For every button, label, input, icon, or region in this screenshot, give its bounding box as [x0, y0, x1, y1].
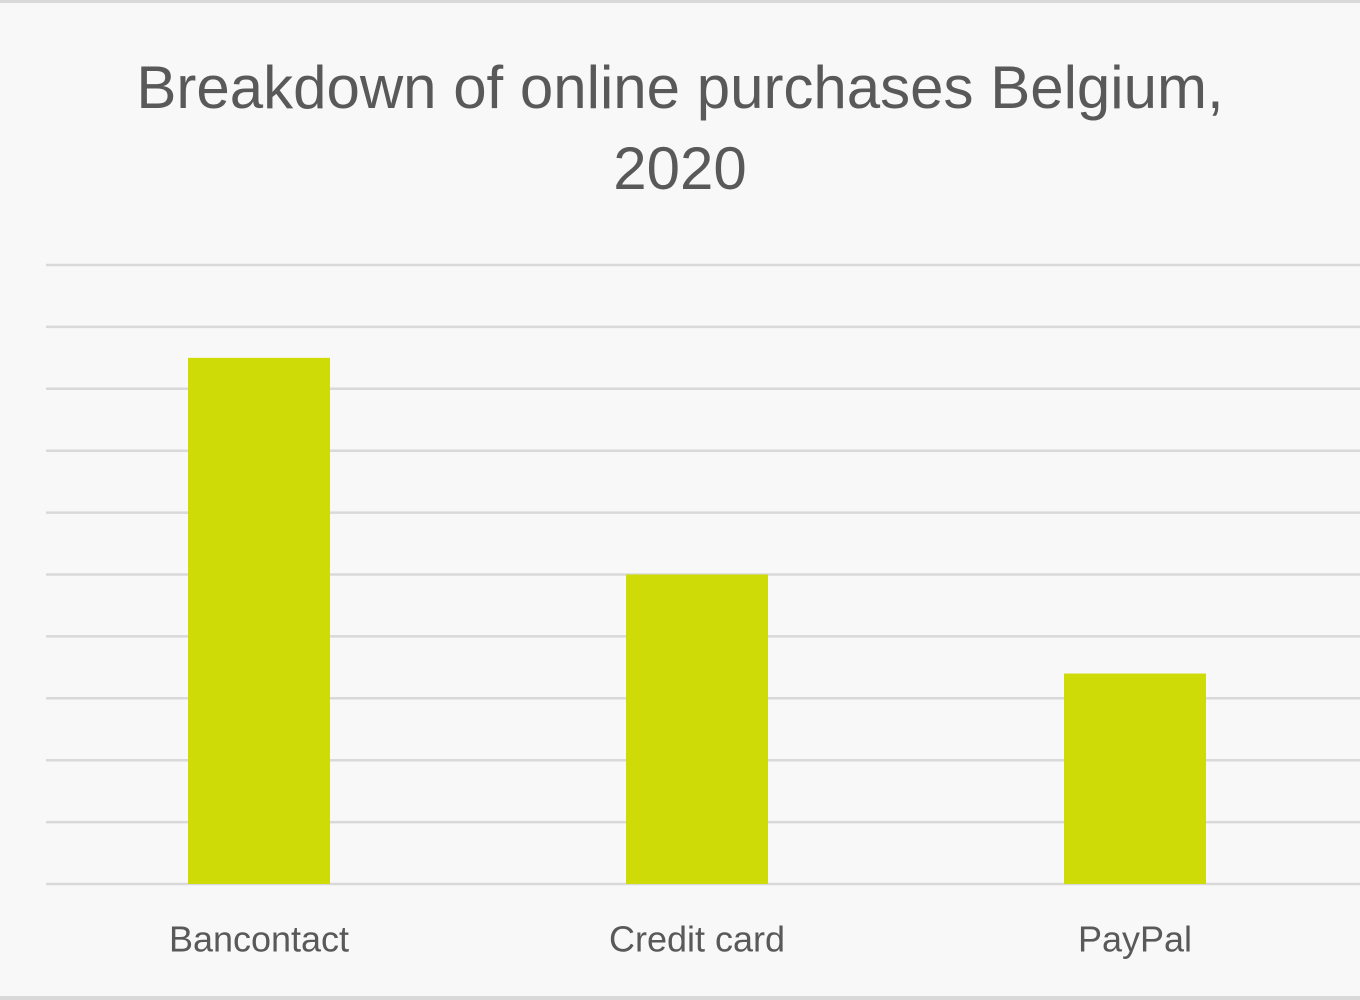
x-tick-label: Credit card — [609, 919, 785, 960]
chart-title-line-2: 2020 — [613, 135, 747, 202]
bars — [188, 357, 1206, 885]
bar-credit-card — [626, 574, 768, 884]
x-tick-label: Bancontact — [169, 919, 349, 960]
x-tick-label: PayPal — [1078, 919, 1192, 960]
chart-title-line-1: Breakdown of online purchases Belgium, — [136, 54, 1224, 121]
chart-title: Breakdown of online purchases Belgium, 2… — [0, 47, 1360, 209]
bar-bancontact — [188, 357, 330, 885]
x-axis-labels: Bancontact Credit card PayPal — [169, 919, 1192, 960]
bar-paypal — [1064, 673, 1206, 884]
